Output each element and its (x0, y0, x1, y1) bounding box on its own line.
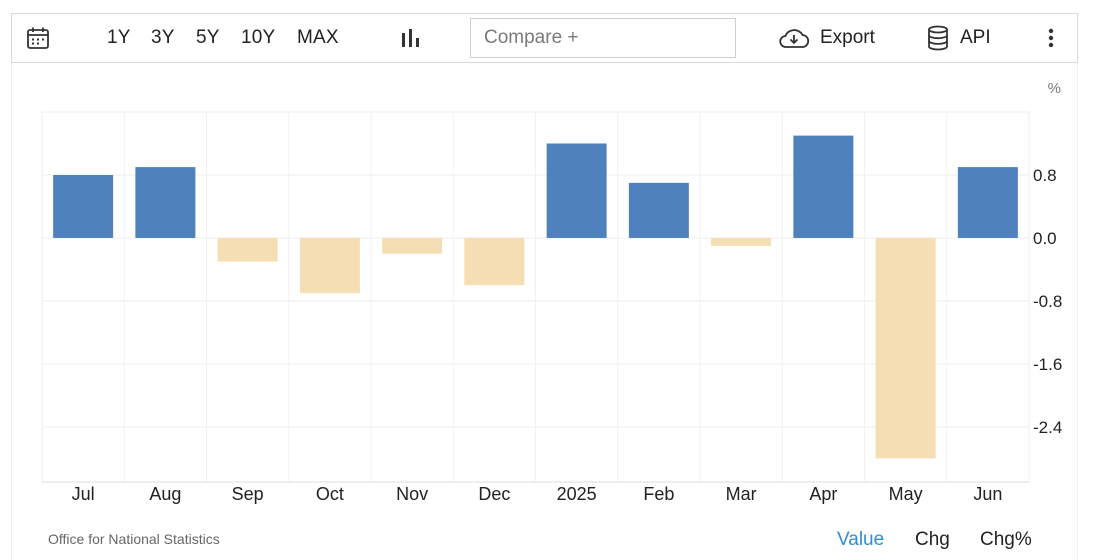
x-tick-label: 2025 (557, 484, 597, 504)
range-3y-button[interactable]: 3Y (151, 27, 175, 48)
x-tick-label: Oct (316, 484, 344, 504)
x-tick-label: Sep (232, 484, 264, 504)
y-tick-label: 0.8 (1033, 166, 1057, 185)
range-5y-button[interactable]: 5Y (196, 27, 220, 48)
database-icon (926, 25, 950, 51)
bar (875, 237, 936, 459)
calendar-icon[interactable] (26, 14, 50, 62)
y-unit-label: % (1048, 80, 1061, 97)
chart-toolbar: 1Y 3Y 5Y 10Y MAX Export (11, 13, 1078, 63)
more-options-icon[interactable] (1046, 14, 1056, 62)
cloud-download-icon (778, 26, 810, 50)
range-max-button[interactable]: MAX (297, 27, 339, 48)
export-button[interactable]: Export (778, 14, 875, 62)
bar (382, 237, 443, 254)
chart-type-bar-icon[interactable] (400, 14, 422, 62)
bar (711, 237, 772, 246)
x-tick-label: May (889, 484, 923, 504)
bar (217, 237, 278, 262)
source-label: Office for National Statistics (48, 531, 220, 547)
export-label: Export (820, 27, 875, 48)
bar (793, 135, 854, 238)
y-tick-label: -0.8 (1033, 292, 1062, 311)
api-label: API (960, 27, 991, 48)
x-tick-label: Dec (478, 484, 510, 504)
bar (464, 237, 525, 286)
bar-chart: % 0.8 0.0 -0.8 -1.6 -2.4 Jul Aug Sep Oct Nov Dec 202… (41, 80, 1062, 504)
y-tick-label: -2.4 (1033, 418, 1062, 437)
x-tick-label: Jun (973, 484, 1002, 504)
y-tick-label: 0.0 (1033, 229, 1057, 248)
chart-container: % 0.8 0.0 -0.8 -1.6 -2.4 Jul Aug Sep Oct Nov Dec 202… (11, 63, 1078, 560)
x-tick-label: Apr (809, 484, 837, 504)
bar (546, 143, 607, 238)
range-10y-button[interactable]: 10Y (241, 27, 276, 48)
y-tick-label: -1.6 (1033, 355, 1062, 374)
x-tick-label: Aug (149, 484, 181, 504)
bar (957, 167, 1018, 238)
bar (135, 167, 196, 238)
x-tick-label: Nov (396, 484, 428, 504)
mode-chg-percent-button[interactable]: Chg% (980, 529, 1032, 550)
x-tick-label: Jul (72, 484, 95, 504)
bar (53, 174, 114, 238)
mode-value-button[interactable]: Value (837, 529, 885, 550)
bar (299, 237, 360, 294)
mode-chg-button[interactable]: Chg (915, 529, 950, 550)
x-tick-label: Feb (643, 484, 674, 504)
bar (628, 182, 689, 238)
x-tick-label: Mar (726, 484, 757, 504)
compare-input[interactable] (470, 18, 736, 58)
range-1y-button[interactable]: 1Y (107, 27, 131, 48)
api-button[interactable]: API (926, 14, 991, 62)
